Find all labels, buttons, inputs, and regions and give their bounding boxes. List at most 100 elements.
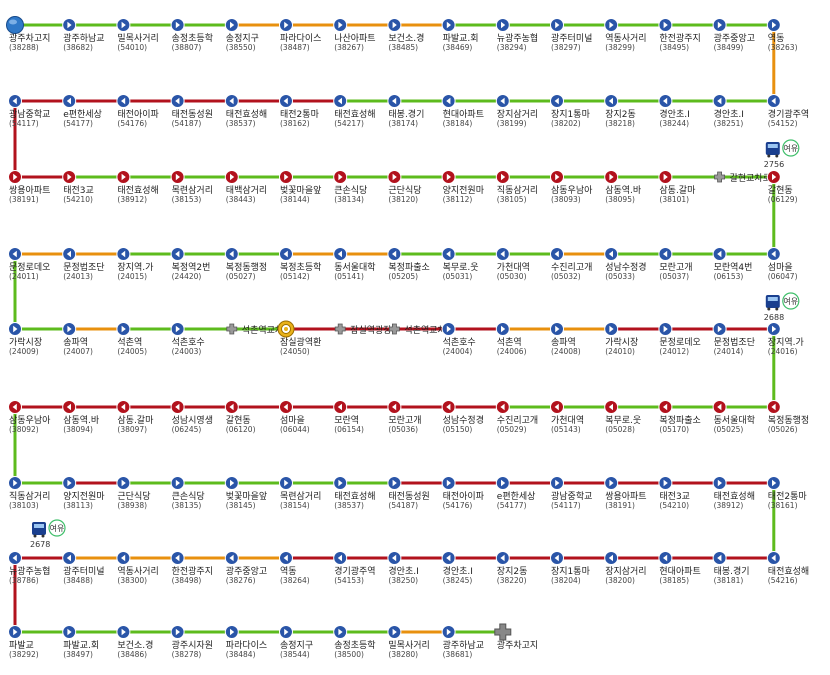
- bus-stop[interactable]: 문정법조단(24013): [62, 247, 105, 282]
- bus-stop[interactable]: 태전효성해(38912): [116, 170, 159, 205]
- bus-stop[interactable]: 복정동행정(05027): [224, 247, 267, 282]
- bus-stop[interactable]: 잠실광역환(24050): [277, 320, 321, 356]
- bus-stop[interactable]: 보건소.경(38485): [387, 18, 424, 53]
- bus-stop[interactable]: 태전효성해(54216): [766, 551, 809, 586]
- bus-stop[interactable]: 목련삼거리(38154): [279, 476, 322, 511]
- bus-stop[interactable]: 밀목사거리(38280): [387, 625, 430, 660]
- bus-stop[interactable]: 광주시자원(38278): [170, 625, 213, 660]
- bus-stop[interactable]: 삼동우남아(38093): [550, 170, 594, 205]
- bus-stop[interactable]: e편한세상(54177): [62, 94, 102, 129]
- bus-stop[interactable]: 복정파출소(05170): [658, 400, 701, 435]
- bus-stop[interactable]: 경기광주역(54153): [333, 551, 376, 586]
- bus-stop[interactable]: 장지1통마(38204): [550, 551, 591, 586]
- bus-stop[interactable]: 파발교.회(38497): [62, 625, 99, 660]
- bus-stop[interactable]: 목련삼거리(38153): [170, 170, 213, 205]
- bus-stop[interactable]: 큰손식당(38135): [170, 476, 205, 511]
- bus-stop[interactable]: 석촌역(24006): [495, 322, 527, 357]
- bus-stop[interactable]: 태전아이파(54176): [441, 476, 485, 511]
- bus-stop[interactable]: 뉴광주농협(38786): [8, 551, 51, 586]
- bus-stop[interactable]: 파발교.회(38469): [441, 18, 479, 53]
- bus-stop[interactable]: 벚꽃마을앞(38145): [224, 476, 267, 511]
- bus-stop[interactable]: 광주중앙고(38499): [712, 18, 755, 53]
- bus-stop[interactable]: 광남중학교(54117): [8, 94, 51, 129]
- bus-stop[interactable]: 근단식당(38938): [116, 476, 151, 511]
- bus-stop[interactable]: 삼동역.바(38094): [62, 400, 100, 435]
- bus-stop[interactable]: 파라다이스(38484): [224, 625, 267, 660]
- bus-stop[interactable]: 장지삼거리(38200): [604, 551, 647, 586]
- bus-stop[interactable]: 역동(38263): [766, 18, 798, 53]
- bus-stop[interactable]: 경기광주역(54152): [766, 94, 809, 129]
- bus-stop[interactable]: 태전효성해(38537): [333, 476, 376, 511]
- bus-stop[interactable]: 송정지구(38550): [224, 18, 259, 53]
- bus-stop[interactable]: 태전동성원(54187): [387, 476, 430, 511]
- bus-stop[interactable]: 밀목사거리(54010): [116, 18, 159, 53]
- bus-stop[interactable]: 잠실역광장: [334, 323, 392, 336]
- bus-stop[interactable]: 장지2동(38218): [604, 94, 636, 129]
- bus-stop[interactable]: 광남중학교(54117): [550, 476, 593, 511]
- bus-stop[interactable]: 장지1통마(38202): [550, 94, 591, 129]
- bus-stop[interactable]: 태전2통마(38161): [766, 476, 807, 511]
- bus-stop[interactable]: 삼동역.바(38095): [604, 170, 642, 205]
- bus-stop[interactable]: 갈현동(06129): [766, 170, 798, 205]
- bus-stop[interactable]: 석촌호수(24004): [441, 322, 476, 357]
- bus-stop[interactable]: 근단식당(38120): [387, 170, 422, 205]
- bus-stop[interactable]: 가천대역(05030): [495, 247, 530, 282]
- bus-stop[interactable]: 복무로.웃(05028): [604, 400, 641, 435]
- bus-stop[interactable]: 한전광주지(38498): [170, 551, 213, 586]
- bus-stop[interactable]: 나산아파트(38267): [333, 18, 376, 53]
- bus-stop[interactable]: 삼동.갈마(38101): [658, 170, 696, 205]
- bus-stop[interactable]: 동서울대학(05141): [333, 247, 376, 282]
- bus-stop[interactable]: 동서울대학(05025): [712, 400, 755, 435]
- bus-stop[interactable]: 문정법조단(24014): [712, 322, 755, 357]
- bus-stop[interactable]: 복정동행정(05026): [766, 400, 809, 435]
- bus-stop[interactable]: 복정역2번(24420): [170, 247, 210, 282]
- bus-stop[interactable]: 경안초.I(38251): [712, 94, 744, 129]
- bus-stop[interactable]: 태전효성해(38912): [712, 476, 755, 511]
- bus-stop[interactable]: 석촌호수(24003): [170, 322, 205, 357]
- bus-stop[interactable]: 성남수정경(05033): [604, 247, 647, 282]
- bus-stop[interactable]: 송정초등학(38500): [333, 625, 376, 660]
- bus-stop[interactable]: 경안초.I(38250): [387, 551, 419, 586]
- bus-stop[interactable]: 태전3교(54210): [62, 170, 94, 205]
- bus-stop[interactable]: 장지역.가(24015): [116, 247, 153, 282]
- bus-stop[interactable]: 섬마을(06047): [766, 247, 798, 282]
- bus-marker[interactable]: 여유 2688: [764, 292, 800, 322]
- bus-stop[interactable]: 복정초등학(05142): [279, 247, 322, 282]
- bus-stop[interactable]: 수진리고개(05029): [495, 400, 538, 435]
- bus-stop[interactable]: 문정로데오(24011): [8, 247, 51, 282]
- bus-stop[interactable]: 뉴광주농협(38294): [495, 18, 538, 53]
- bus-stop[interactable]: 광주하남교(38682): [62, 18, 105, 53]
- bus-stop[interactable]: 양지전원마(38113): [62, 476, 106, 511]
- bus-stop[interactable]: 태전효성해(38537): [224, 94, 267, 129]
- bus-stop[interactable]: 역동(38264): [279, 551, 310, 586]
- bus-stop[interactable]: 석촌역교차: [226, 323, 284, 336]
- bus-stop[interactable]: 복정파출소(05205): [387, 247, 430, 282]
- bus-stop[interactable]: 섬마을(06044): [279, 400, 310, 435]
- bus-stop[interactable]: 직동삼거리(38103): [8, 476, 51, 511]
- bus-stop[interactable]: 송정초등학(38807): [170, 18, 213, 53]
- bus-stop[interactable]: 경안초.I(38244): [658, 94, 690, 129]
- bus-stop[interactable]: 광주하남교(38681): [441, 625, 484, 660]
- bus-stop[interactable]: 가락시장(24009): [8, 322, 43, 357]
- bus-stop[interactable]: 장지역.가(24016): [766, 322, 804, 357]
- bus-stop[interactable]: 문정로데오(24012): [658, 322, 701, 357]
- bus-marker[interactable]: 여유 2756: [764, 139, 800, 169]
- bus-stop[interactable]: 광주차고지: [494, 623, 538, 651]
- bus-stop[interactable]: 장지2동(38220): [495, 551, 527, 586]
- bus-stop[interactable]: 광주차고지(38288): [6, 16, 51, 53]
- bus-stop[interactable]: 송파역(24007): [62, 322, 93, 357]
- bus-stop[interactable]: 삼동.갈마(38097): [116, 400, 154, 435]
- bus-stop[interactable]: 복무로.웃(05031): [441, 247, 479, 282]
- bus-stop[interactable]: 송정지구(38544): [279, 625, 314, 660]
- bus-stop[interactable]: 갈현동(06120): [224, 400, 256, 435]
- bus-stop[interactable]: 태전효성해(54217): [333, 94, 376, 129]
- bus-stop[interactable]: 태전아이파(54176): [116, 94, 160, 129]
- bus-stop[interactable]: 갈현교차로: [714, 171, 771, 184]
- bus-stop[interactable]: 태봉.경기(38174): [387, 94, 424, 129]
- bus-stop[interactable]: 삼동우남아(38092): [8, 400, 52, 435]
- bus-stop[interactable]: 수진리고개(05032): [550, 247, 593, 282]
- bus-stop[interactable]: 석촌역교차: [389, 323, 447, 336]
- bus-stop[interactable]: 한전광주지(38495): [658, 18, 701, 53]
- bus-stop[interactable]: 모란고개(05037): [658, 247, 693, 282]
